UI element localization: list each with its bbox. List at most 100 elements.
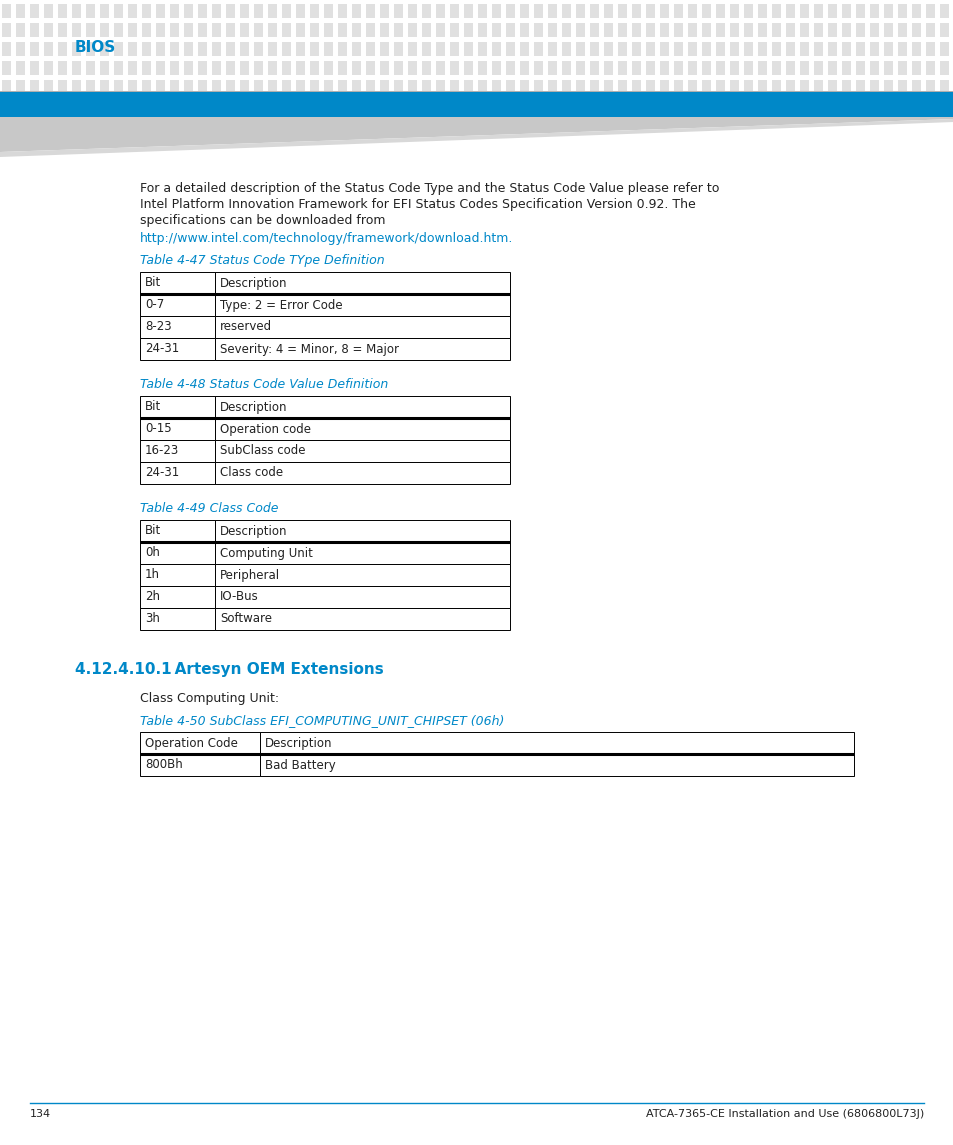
Bar [214,542,510,564]
Text: Table 4-48 Status Code Value Definition: Table 4-48 Status Code Value Definition [140,378,388,390]
Bar [897,23,906,37]
Bar [519,80,529,94]
Bar [673,3,682,18]
Bar [212,3,221,18]
Text: 3h: 3h [145,613,160,625]
Bar [240,61,249,76]
Bar [758,3,766,18]
Bar [505,61,515,76]
Bar [44,42,53,56]
Bar [450,23,458,37]
Bar [282,80,291,94]
Bar [450,3,458,18]
Text: 16-23: 16-23 [145,444,179,458]
Bar [771,3,781,18]
Bar [645,23,655,37]
Bar [214,418,510,440]
Bar [140,586,214,608]
Bar [379,23,389,37]
Bar [2,61,11,76]
Bar [687,80,697,94]
Bar [492,3,500,18]
Bar [827,3,836,18]
Bar [214,338,510,360]
Bar [841,42,850,56]
Bar [883,61,892,76]
Bar [631,3,640,18]
Bar [170,23,179,37]
Bar [743,80,752,94]
Bar [44,80,53,94]
Bar [214,273,510,294]
Bar [519,61,529,76]
Bar [352,42,360,56]
Bar [100,42,109,56]
Bar [58,3,67,18]
Bar [408,61,416,76]
Bar [184,61,193,76]
Bar [576,42,584,56]
Bar [421,80,431,94]
Bar [352,3,360,18]
Bar [534,42,542,56]
Bar [673,23,682,37]
Bar [226,61,234,76]
Bar [673,80,682,94]
Bar [282,23,291,37]
Bar [352,61,360,76]
Text: Type: 2 = Error Code: Type: 2 = Error Code [220,299,342,311]
Bar [226,23,234,37]
Bar [140,732,260,755]
Bar [547,23,557,37]
Bar [2,23,11,37]
Bar [939,42,948,56]
Text: Table 4-47 Status Code TYpe Definition: Table 4-47 Status Code TYpe Definition [140,254,384,267]
Bar [436,80,444,94]
Bar [687,61,697,76]
Bar [561,23,571,37]
Bar [212,42,221,56]
Bar [800,80,808,94]
Bar [743,3,752,18]
Bar [911,61,920,76]
Bar [589,80,598,94]
Bar [140,418,214,440]
Bar [337,42,347,56]
Bar [240,23,249,37]
Bar [561,42,571,56]
Text: Bit: Bit [145,524,161,537]
Bar [140,608,214,630]
Bar [534,23,542,37]
Bar [813,3,822,18]
Bar [477,3,486,18]
Bar [142,23,151,37]
Bar [701,23,710,37]
Bar [2,3,11,18]
Bar [214,461,510,484]
Bar [463,23,473,37]
Bar [603,3,613,18]
Bar [841,23,850,37]
Text: SubClass code: SubClass code [220,444,305,458]
Bar [645,61,655,76]
Bar [618,23,626,37]
Bar [260,755,853,776]
Bar [310,80,318,94]
Bar [394,42,402,56]
Bar [142,42,151,56]
Bar [716,42,724,56]
Bar [813,42,822,56]
Bar [869,23,878,37]
Text: 0-7: 0-7 [145,299,164,311]
Bar [939,61,948,76]
Bar [883,42,892,56]
Bar [716,23,724,37]
Bar [379,3,389,18]
Bar [156,42,165,56]
Bar [869,80,878,94]
Bar [436,23,444,37]
Bar [140,755,260,776]
Bar [253,42,263,56]
Bar [758,61,766,76]
Bar [603,23,613,37]
